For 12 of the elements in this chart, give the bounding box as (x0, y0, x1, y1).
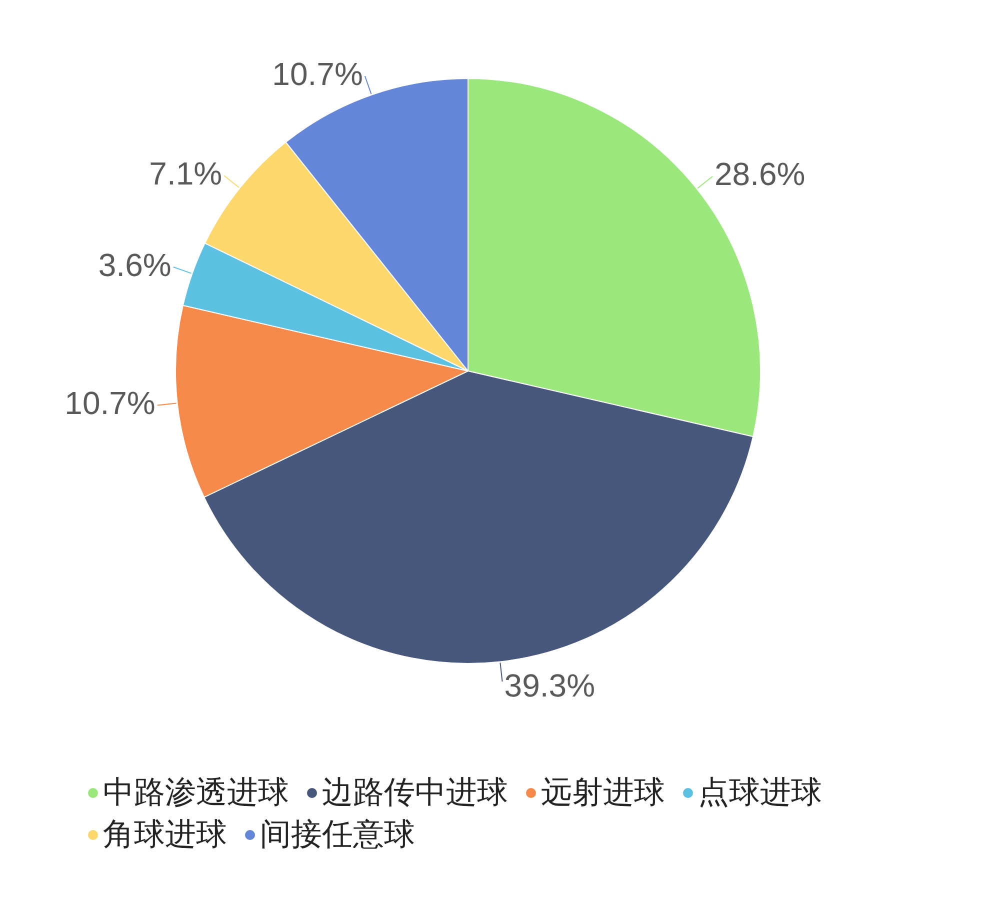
legend-label: 中路渗透进球 (103, 774, 289, 810)
data-label: 3.6% (98, 246, 172, 283)
legend-label: 远射进球 (541, 774, 665, 810)
legend-label: 间接任意球 (260, 816, 415, 852)
legend-label: 点球进球 (698, 774, 822, 810)
legend-label: 角球进球 (103, 816, 227, 852)
data-label: 10.7% (272, 56, 363, 92)
data-label: 7.1% (149, 155, 222, 192)
data-label: 39.3% (504, 667, 596, 704)
data-label: 28.6% (714, 156, 806, 192)
legend-label: 边路传中进球 (322, 774, 508, 810)
data-label: 10.7% (64, 385, 156, 422)
